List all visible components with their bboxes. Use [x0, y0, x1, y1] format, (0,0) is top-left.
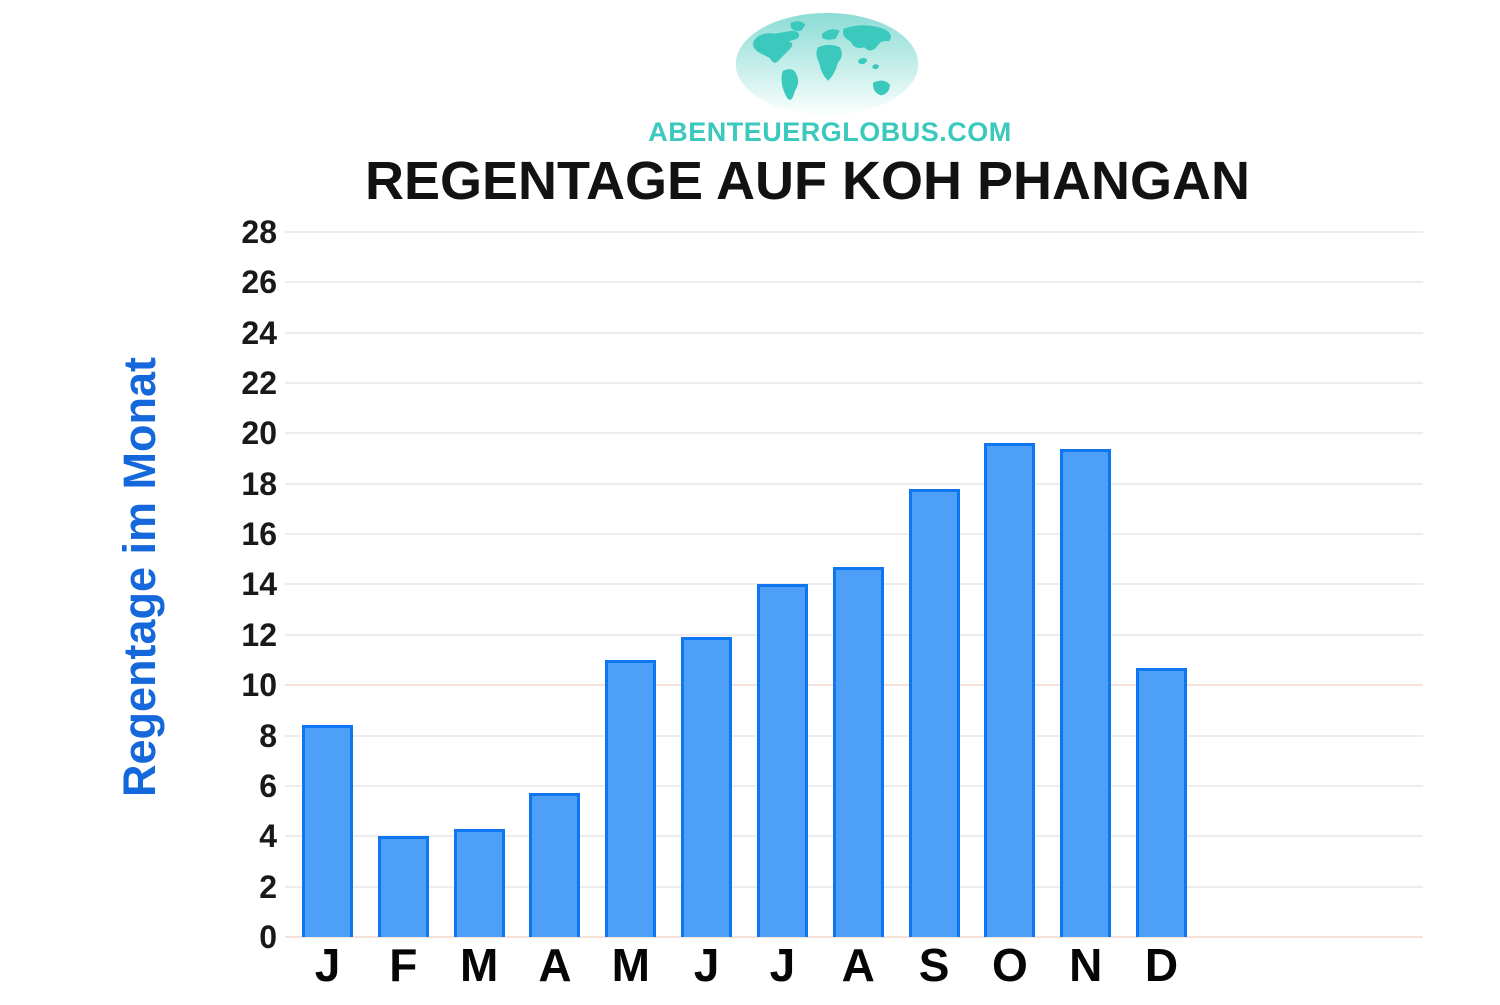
bar-2-F	[377, 836, 429, 937]
bar-10-O	[984, 443, 1036, 937]
y-tick-label-28: 28	[241, 213, 277, 250]
y-tick-label-0: 0	[259, 919, 277, 955]
bar-1-J	[302, 725, 353, 937]
x-tick-label-12-D: D	[1144, 939, 1179, 991]
x-tick-label-9-S: S	[918, 939, 950, 991]
bar-6-J	[681, 637, 733, 937]
y-tick-label-18: 18	[241, 465, 277, 502]
bar-5-M	[605, 660, 657, 937]
bar-9-S	[908, 488, 960, 937]
y-tick-label-4: 4	[259, 818, 277, 855]
bar-11-N	[1060, 448, 1112, 937]
gridline-22	[285, 382, 1423, 385]
y-tick-label-14: 14	[241, 566, 277, 603]
y-tick-label-26: 26	[241, 264, 277, 301]
y-tick-label-8: 8	[259, 717, 277, 754]
x-tick-label-8-A: A	[841, 939, 875, 991]
chart-title: REGENTAGE AUF KOH PHANGAN	[364, 151, 1250, 211]
bar-4-A	[529, 793, 581, 937]
x-tick-label-11-N: N	[1069, 939, 1103, 991]
gridline-18	[285, 482, 1423, 485]
gridline-26	[285, 281, 1423, 284]
x-tick-label-1-J: J	[314, 939, 341, 991]
x-tick-label-4-A: A	[538, 939, 572, 991]
x-tick-label-2-F: F	[389, 939, 418, 991]
x-tick-label-5-M: M	[611, 939, 650, 991]
y-tick-label-22: 22	[241, 365, 277, 402]
y-tick-label-24: 24	[241, 314, 277, 351]
x-tick-label-3-M: M	[459, 939, 499, 991]
y-tick-label-20: 20	[241, 415, 277, 452]
gridline-20	[285, 432, 1423, 435]
gridline-16	[285, 533, 1423, 536]
y-tick-label-6: 6	[259, 767, 277, 804]
x-tick-label-10-O: O	[991, 939, 1028, 991]
gridline-24	[285, 331, 1423, 334]
x-tick-label-6-J: J	[693, 939, 720, 991]
gridline-28	[285, 230, 1423, 233]
y-tick-label-12: 12	[241, 616, 277, 653]
y-tick-label-2: 2	[259, 868, 277, 905]
y-tick-label-10: 10	[241, 667, 277, 704]
bar-7-J	[756, 584, 808, 937]
bar-12-D	[1136, 667, 1188, 937]
x-tick-label-7-J: J	[769, 939, 796, 991]
bar-3-M	[453, 828, 505, 937]
gridline-0	[285, 936, 1423, 938]
bar-8-A	[832, 566, 884, 937]
globe-logo-icon	[735, 12, 919, 116]
y-tick-label-16: 16	[241, 516, 277, 553]
logo-site-text: ABENTEUERGLOBUS.COM	[648, 117, 1012, 147]
